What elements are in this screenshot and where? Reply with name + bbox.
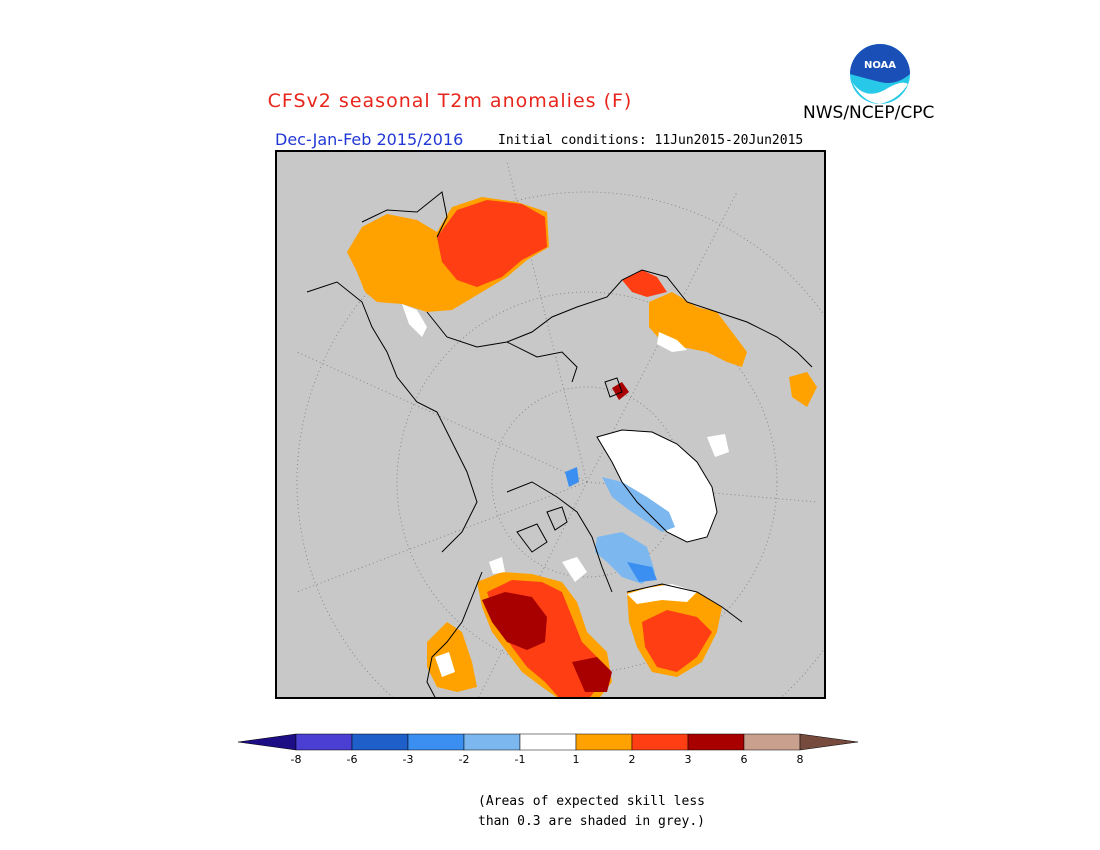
skill-note-line1: (Areas of expected skill less [478,794,705,809]
initial-conditions: Initial conditions: 11Jun2015-20Jun2015 [498,133,804,148]
colorbar-label: -3 [402,753,414,766]
noaa-logo-icon: NOAA [850,44,910,104]
colorbar-segment [295,733,353,751]
colorbar-label: 3 [684,753,692,766]
anomaly-region-north-america [427,557,612,697]
colorbar-segment [463,733,521,751]
colorbar-arrow-high [799,733,859,751]
colorbar-label: 2 [628,753,636,766]
forecast-period: Dec-Jan-Feb 2015/2016 [275,130,464,149]
colorbar-segment [407,733,465,751]
logo-text: NOAA [864,60,896,71]
colorbar-segment [575,733,633,751]
page-title: CFSv2 seasonal T2m anomalies (F) [267,90,633,112]
coastlines [306,191,813,697]
skill-note: (Areas of expected skill less than 0.3 a… [478,792,705,832]
colorbar-segment [519,733,577,751]
colorbar-segment [351,733,409,751]
colorbar-segment [631,733,689,751]
anomaly-region-europe [627,584,722,677]
anomaly-region-greenland [565,430,729,584]
colorbar-label: -6 [346,753,358,766]
colorbar-label: -2 [458,753,470,766]
map-canvas [296,161,824,697]
colorbar-label: 1 [572,753,580,766]
agency-label: NWS/NCEP/CPC [803,103,935,123]
color-scale-bar [238,733,859,751]
colorbar-segment [687,733,745,751]
polar-map [275,150,826,699]
colorbar-arrow-low [238,733,297,751]
skill-note-line2: than 0.3 are shaded in grey.) [478,814,705,829]
colorbar-label: -8 [290,753,302,766]
colorbar-label: -1 [514,753,526,766]
colorbar-label: 8 [796,753,804,766]
anomaly-region-alaska [612,270,817,407]
colorbar-label: 6 [740,753,748,766]
colorbar-segment [743,733,801,751]
anomaly-region-siberia [347,197,549,337]
